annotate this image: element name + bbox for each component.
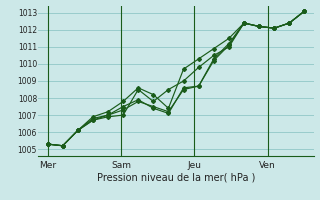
X-axis label: Pression niveau de la mer( hPa ): Pression niveau de la mer( hPa ) (97, 173, 255, 183)
